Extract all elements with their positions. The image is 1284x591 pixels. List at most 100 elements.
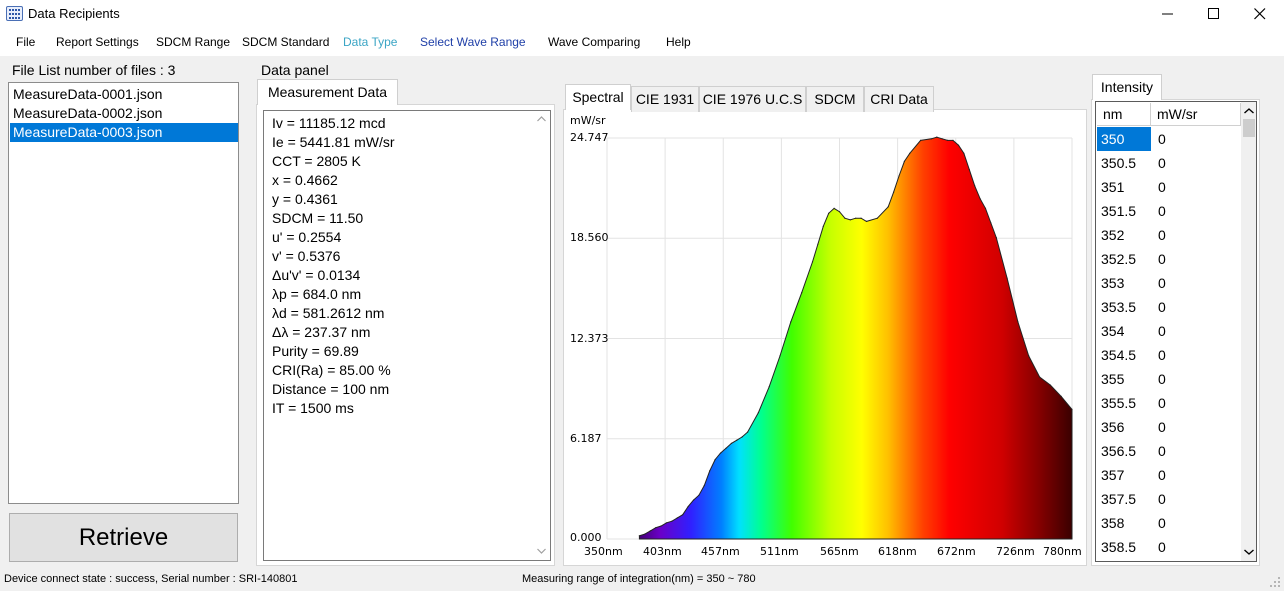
menu-wave-comparing[interactable]: Wave Comparing [548,35,641,49]
table-row[interactable]: 350.5 0 [1097,151,1240,175]
vertical-scrollbar[interactable] [1241,102,1256,561]
table-row[interactable]: 351 0 [1097,175,1240,199]
scroll-up-icon[interactable] [1244,108,1254,114]
cell-nm[interactable]: 357.5 [1101,491,1137,507]
file-item-selected[interactable]: MeasureData-0003.json [10,123,238,142]
scroll-down-icon[interactable] [1244,549,1254,555]
cell-value[interactable]: 0 [1158,203,1166,219]
cell-nm[interactable]: 351 [1101,179,1125,195]
tab-measurement-data[interactable]: Measurement Data [257,79,398,105]
cell-value[interactable]: 0 [1158,227,1166,243]
cell-value[interactable]: 0 [1158,323,1166,339]
file-item[interactable]: MeasureData-0001.json [13,86,163,102]
table-row[interactable]: 355.5 0 [1097,391,1240,415]
cell-nm[interactable]: 354 [1101,323,1125,339]
menu-report-settings[interactable]: Report Settings [56,35,139,49]
x-tick-label: 726nm [996,545,1035,558]
data-point [747,431,749,433]
intensity-table[interactable]: nm mW/sr 350 0 350.5 0 351 0 351.5 0 352 0 352.5 0 3… [1095,101,1257,562]
cell-value[interactable]: 0 [1158,443,1166,459]
measurement-line: Distance = 100 nm [272,381,390,397]
table-row[interactable]: 358.5 0 [1097,535,1240,559]
cell-value[interactable]: 0 [1158,539,1166,555]
cell-nm[interactable]: 352.5 [1101,251,1137,267]
menu-help[interactable]: Help [666,35,691,49]
column-header-mw-sr[interactable]: mW/sr [1151,103,1241,126]
tab-cie-1931[interactable]: CIE 1931 [631,86,699,112]
cell-value[interactable]: 0 [1158,347,1166,363]
table-row[interactable]: 356 0 [1097,415,1240,439]
cell-value[interactable]: 0 [1158,251,1166,267]
cell-value[interactable]: 0 [1158,419,1166,435]
file-list[interactable]: MeasureData-0001.json MeasureData-0002.j… [8,82,239,504]
cell-value[interactable]: 0 [1158,395,1166,411]
data-point [855,217,857,219]
table-row[interactable]: 354 0 [1097,319,1240,343]
table-row[interactable]: 351.5 0 [1097,199,1240,223]
table-row[interactable]: 353 0 [1097,271,1240,295]
column-header-nm[interactable]: nm [1097,103,1151,126]
scroll-thumb[interactable] [1243,119,1255,137]
table-row[interactable]: 357 0 [1097,463,1240,487]
menu-sdcm-range[interactable]: SDCM Range [156,35,231,49]
data-point [703,484,705,487]
cell-value[interactable]: 0 [1158,275,1166,291]
cell-nm[interactable]: 351.5 [1101,203,1137,219]
tab-sdcm[interactable]: SDCM [806,86,864,112]
x-tick-label: 618nm [878,545,917,558]
cell-value[interactable]: 0 [1158,491,1166,507]
maximize-button[interactable] [1191,0,1237,28]
cell-nm[interactable]: 350.5 [1101,155,1137,171]
data-point [719,452,722,454]
table-row[interactable]: 356.5 0 [1097,439,1240,463]
file-item[interactable]: MeasureData-0002.json [13,105,163,121]
table-row[interactable]: 352 0 [1097,223,1240,247]
cell-nm[interactable]: 353 [1101,275,1125,291]
close-button[interactable] [1237,0,1283,28]
tab-cie-1976-ucs[interactable]: CIE 1976 U.C.S [699,86,806,112]
data-point [709,470,711,472]
minimize-button[interactable] [1145,0,1191,28]
data-point [930,138,932,140]
table-row[interactable]: 354.5 0 [1097,343,1240,367]
measurement-line: u' = 0.2554 [272,229,342,245]
cell-value[interactable]: 0 [1158,371,1166,387]
tab-cri-data[interactable]: CRI Data [864,86,934,112]
menu-sdcm-standard[interactable]: SDCM Standard [242,35,330,49]
cell-value[interactable]: 0 [1158,131,1166,147]
cell-nm[interactable]: 350 [1097,127,1151,151]
menu-select-wave-range[interactable]: Select Wave Range [420,35,526,49]
cell-value[interactable]: 0 [1158,467,1166,483]
cell-nm[interactable]: 352 [1101,227,1125,243]
cell-nm[interactable]: 355.5 [1101,395,1137,411]
tab-intensity[interactable]: Intensity [1092,74,1162,100]
vertical-scrollbar[interactable] [533,111,550,560]
cell-value[interactable]: 0 [1158,155,1166,171]
cell-nm[interactable]: 358 [1101,515,1125,531]
resize-grip-icon[interactable] [1270,577,1281,588]
cell-value[interactable]: 0 [1158,515,1166,531]
cell-nm[interactable]: 353.5 [1101,299,1137,315]
menu-file[interactable]: File [16,35,36,49]
cell-nm[interactable]: 358.5 [1101,539,1137,555]
measurement-textbox[interactable]: Iv = 11185.12 mcd Ie = 5441.81 mW/sr CCT… [263,110,551,561]
cell-nm[interactable]: 357 [1101,467,1125,483]
scroll-down-icon[interactable] [537,548,546,554]
cell-nm[interactable]: 356.5 [1101,443,1137,459]
data-point [790,321,792,323]
cell-value[interactable]: 0 [1158,179,1166,195]
table-row[interactable]: 353.5 0 [1097,295,1240,319]
cell-nm[interactable]: 356 [1101,419,1125,435]
retrieve-button[interactable]: Retrieve [9,513,238,562]
table-row[interactable]: 350 0 [1097,127,1240,151]
table-row[interactable]: 355 0 [1097,367,1240,391]
table-row[interactable]: 357.5 0 [1097,487,1240,511]
cell-nm[interactable]: 354.5 [1101,347,1137,363]
menu-data-type[interactable]: Data Type [343,35,398,49]
table-row[interactable]: 358 0 [1097,511,1240,535]
cell-value[interactable]: 0 [1158,299,1166,315]
table-row[interactable]: 352.5 0 [1097,247,1240,271]
scroll-up-icon[interactable] [537,116,546,122]
cell-nm[interactable]: 355 [1101,371,1125,387]
tab-spectral[interactable]: Spectral [565,84,631,110]
